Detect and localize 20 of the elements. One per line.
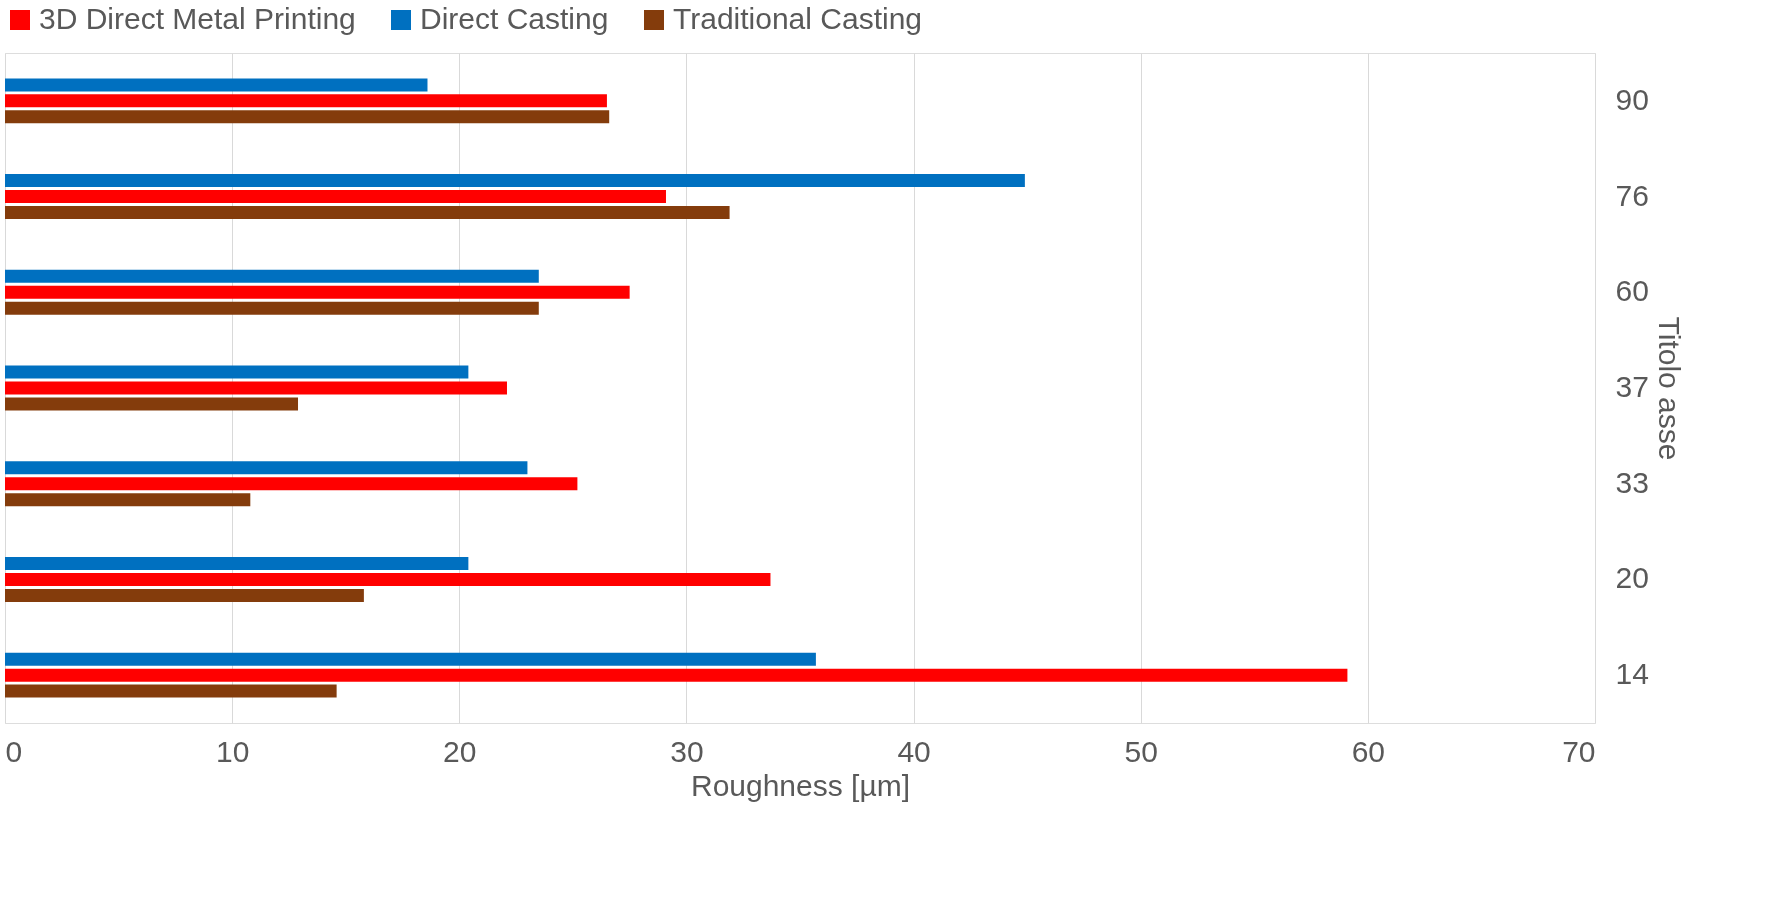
legend-label: Direct Casting [420,2,609,35]
y-tick-label: 37 [1615,370,1649,403]
x-tick-label: 70 [1562,734,1596,768]
x-tick-label: 30 [670,734,704,768]
y-tick-label: 76 [1615,178,1649,212]
x-tick-label: 10 [215,734,250,768]
y-tick-label: 20 [1615,561,1649,595]
x-tick-label: 20 [443,734,477,768]
y-tick-label: 60 [1615,274,1649,308]
legend-label: Traditional Casting [673,2,923,35]
y-tick-label: 33 [1615,465,1649,499]
y-tick-label: 14 [1615,657,1649,691]
x-tick-label: 0 [5,734,23,768]
legend-label: 3D Direct Metal Printing [39,2,356,35]
y-axis-title: Titolo asse [1652,316,1686,461]
x-tick-label: 60 [1351,734,1386,768]
x-tick-label: 40 [897,734,931,768]
x-axis-title: Roughness [µm] [690,768,911,802]
y-tick-label: 90 [1615,82,1649,116]
x-tick-label: 50 [1124,734,1158,768]
